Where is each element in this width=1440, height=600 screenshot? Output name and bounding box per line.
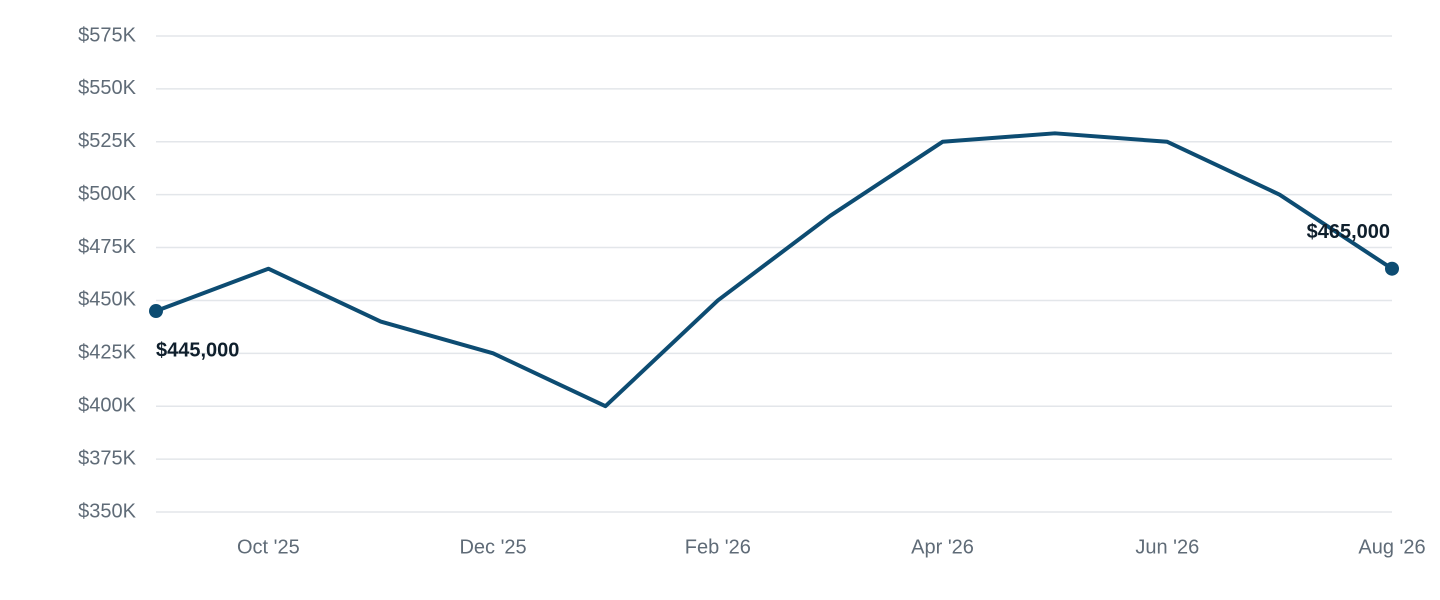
value-label: $445,000 (156, 339, 239, 361)
y-tick-label: $500K (78, 183, 136, 205)
y-tick-label: $450K (78, 289, 136, 311)
end-point (149, 304, 163, 319)
end-point (1385, 261, 1399, 276)
value-label: $465,000 (1307, 221, 1390, 243)
x-tick-label: Jun '26 (1135, 536, 1199, 558)
x-tick-label: Apr '26 (911, 536, 974, 558)
x-tick-label: Dec '25 (459, 536, 526, 558)
x-tick-label: Aug '26 (1358, 536, 1425, 558)
y-tick-label: $525K (78, 130, 136, 152)
x-tick-label: Feb '26 (685, 536, 751, 558)
y-tick-label: $575K (78, 24, 136, 46)
y-tick-label: $400K (78, 395, 136, 417)
y-tick-label: $475K (78, 236, 136, 258)
x-tick-label: Oct '25 (237, 536, 300, 558)
y-tick-label: $550K (78, 77, 136, 99)
y-tick-label: $350K (78, 500, 136, 522)
line (155, 131, 1394, 409)
y-tick-label: $375K (78, 447, 136, 469)
y-tick-label: $425K (78, 342, 136, 364)
